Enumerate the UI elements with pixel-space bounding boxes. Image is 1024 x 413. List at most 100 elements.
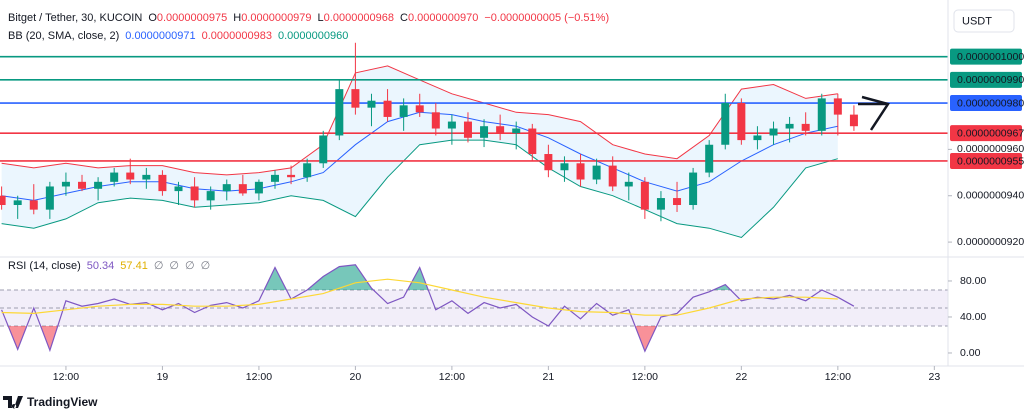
candle-body <box>142 174 151 180</box>
level-label-box <box>950 95 1022 112</box>
level-label: 0.0000000980 <box>957 97 1024 109</box>
y-tick-label: 0.00 <box>960 347 981 359</box>
candle-body <box>45 186 54 210</box>
candle-body <box>544 154 553 171</box>
y-tick-label: 80.00 <box>960 275 986 287</box>
candle-body <box>383 100 392 117</box>
candle-body <box>303 163 312 178</box>
bb-lower <box>1 139 838 239</box>
x-tick-label: 12:00 <box>53 371 79 383</box>
bb-legend: BB (20, SMA, close, 2) 0.0000000971 0.0000… <box>8 30 348 42</box>
bb-value: 0.0000000983 <box>202 30 272 42</box>
candle-body <box>528 128 537 155</box>
candle-body <box>415 105 424 113</box>
candle-body <box>222 184 231 192</box>
x-tick-label: 22 <box>736 371 748 383</box>
candle-body <box>705 144 714 173</box>
logo-icon <box>3 396 23 409</box>
x-tick-label: 20 <box>350 371 362 383</box>
ohlc-legend: Bitget / Tether, 30, KUCOIN O0.0000000975… <box>8 12 609 24</box>
candle-body <box>753 135 762 141</box>
rsi-value: 50.34 <box>87 260 115 272</box>
candle-body <box>254 181 263 194</box>
level-label: 0.0000000955 <box>957 155 1024 167</box>
bb-title: BB (20, SMA, close, 2) <box>8 30 119 42</box>
candle-body <box>78 181 87 189</box>
ohlc-value: 0.0000000979 <box>241 12 311 24</box>
candle-body <box>287 174 296 178</box>
x-tick-label: 21 <box>543 371 555 383</box>
y-tick-label: 0.0000000960 <box>957 143 1024 155</box>
candle-body <box>190 186 199 201</box>
candle-body <box>399 105 408 117</box>
candle-body <box>592 165 601 180</box>
candle-body <box>126 172 135 180</box>
candle-body <box>335 89 344 136</box>
ohlc-key: H <box>233 12 241 24</box>
candle-body <box>13 200 22 206</box>
candle-body <box>496 126 505 134</box>
y-tick-label: 40.00 <box>960 311 986 323</box>
candle-body <box>673 198 682 206</box>
ohlc-key: L <box>318 12 324 24</box>
annotation-arrow <box>858 95 890 131</box>
rsi-value: 57.41 <box>120 260 148 272</box>
rsi-pane <box>0 264 948 353</box>
bb-value: 0.0000000960 <box>278 30 348 42</box>
rsi-value: ∅ <box>169 260 179 272</box>
rsi-legend: RSI (14, close) 50.34 57.41 ∅ ∅ ∅ ∅ <box>8 260 210 272</box>
candle-body <box>110 172 119 182</box>
candle-body <box>319 135 328 164</box>
rsi-value: ∅ <box>154 260 164 272</box>
bb-value: 0.0000000971 <box>125 30 195 42</box>
price-pane <box>0 42 948 239</box>
ohlc-value: 0.0000000975 <box>157 12 227 24</box>
level-label-box <box>950 48 1022 65</box>
rsi-line <box>1 264 855 353</box>
candle-body <box>463 121 472 138</box>
candle-body <box>158 174 167 192</box>
candle-body <box>447 121 456 129</box>
candle-body <box>689 172 698 206</box>
rsi-ma-line <box>1 278 838 316</box>
candle-body <box>737 103 746 141</box>
level-label-box <box>950 125 1022 142</box>
candle-body <box>801 123 810 131</box>
oversold-fill <box>1 325 854 352</box>
level-label-box <box>950 71 1022 88</box>
x-tick-label: 23 <box>928 371 940 383</box>
ohlc-value: 0.0000000970 <box>408 12 478 24</box>
y-tick-label: 0.0000000920 <box>957 236 1024 248</box>
candle-body <box>367 100 376 108</box>
candle-body <box>640 181 649 210</box>
candle-body <box>480 126 489 138</box>
candle-body <box>174 186 183 192</box>
arrow-head <box>861 95 890 131</box>
candle-body <box>0 195 6 206</box>
ohlc-value: 0.0000000968 <box>324 12 394 24</box>
currency-box[interactable] <box>953 9 1015 33</box>
change: −0.0000000005 (−0.51%) <box>484 12 609 24</box>
candle-body <box>833 98 842 115</box>
level-label: 0.0000001000 <box>957 51 1024 63</box>
candle-body <box>560 163 569 171</box>
x-tick-label: 19 <box>157 371 169 383</box>
candle-body <box>785 123 794 129</box>
x-tick-label: 12:00 <box>439 371 465 383</box>
candle-body <box>351 89 360 108</box>
footer-logo: TradingView <box>3 395 98 409</box>
candle-body <box>94 181 103 189</box>
candle-body <box>431 112 440 129</box>
candle-body <box>206 191 215 201</box>
x-tick-label: 12:00 <box>632 371 658 383</box>
y-tick-label: 0.0000000940 <box>957 190 1024 202</box>
symbol: Bitget / Tether, 30, KUCOIN <box>8 12 142 24</box>
x-tick-label: 12:00 <box>246 371 272 383</box>
candle-body <box>624 181 633 187</box>
ohlc-key: O <box>148 12 157 24</box>
candle-body <box>608 165 617 187</box>
rsi-title: RSI (14, close) <box>8 260 81 272</box>
x-tick-label: 12:00 <box>825 371 851 383</box>
